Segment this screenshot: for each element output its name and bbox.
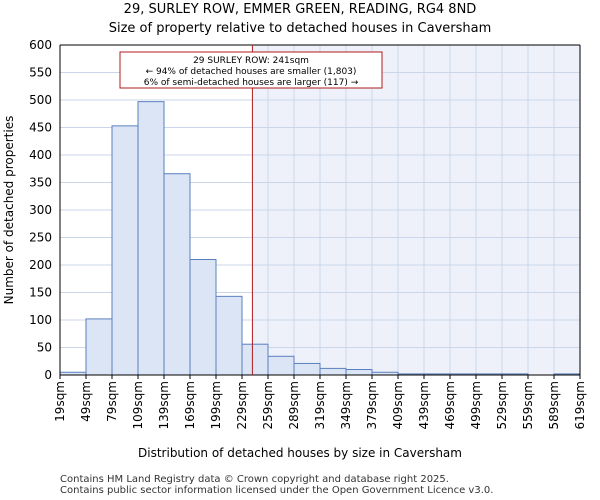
x-tick-label: 469sqm bbox=[443, 381, 457, 429]
annotation-line-1: 29 SURLEY ROW: 241sqm bbox=[193, 56, 309, 66]
footer-line-1: Contains HM Land Registry data © Crown c… bbox=[60, 474, 449, 485]
x-tick-label: 499sqm bbox=[469, 381, 483, 429]
histogram-bar bbox=[319, 367, 347, 376]
y-tick-label: 550 bbox=[29, 66, 52, 80]
histogram-bar bbox=[189, 259, 217, 376]
histogram-bar bbox=[85, 318, 113, 376]
y-tick-label: 150 bbox=[29, 286, 52, 300]
y-tick-label: 300 bbox=[29, 203, 52, 217]
histogram-bar bbox=[267, 355, 295, 376]
x-tick-label: 139sqm bbox=[157, 381, 171, 429]
x-tick-label: 559sqm bbox=[521, 381, 535, 429]
y-tick-label: 450 bbox=[29, 121, 52, 135]
x-tick-label: 79sqm bbox=[105, 381, 119, 422]
y-tick-label: 100 bbox=[29, 313, 52, 327]
x-tick-label: 349sqm bbox=[339, 381, 353, 429]
chart-subtitle: Size of property relative to detached ho… bbox=[109, 21, 492, 36]
histogram-bar bbox=[111, 125, 139, 376]
y-tick-label: 250 bbox=[29, 231, 52, 245]
x-tick-label: 439sqm bbox=[417, 381, 431, 429]
y-tick-label: 400 bbox=[29, 148, 52, 162]
x-tick-label: 19sqm bbox=[53, 381, 67, 422]
x-axis-label: Distribution of detached houses by size … bbox=[138, 446, 462, 460]
histogram-bar bbox=[345, 369, 373, 376]
annotation-box bbox=[119, 51, 383, 89]
histogram-bar bbox=[215, 295, 243, 376]
y-axis-label: Number of detached properties bbox=[2, 116, 16, 305]
x-tick-label: 109sqm bbox=[131, 381, 145, 429]
x-tick-label: 259sqm bbox=[261, 381, 275, 429]
y-tick-label: 500 bbox=[29, 93, 52, 107]
annotation-line-3: 6% of semi-detached houses are larger (1… bbox=[144, 78, 359, 88]
histogram-bar bbox=[163, 173, 191, 376]
histogram-bar bbox=[293, 362, 321, 376]
x-tick-label: 169sqm bbox=[183, 381, 197, 429]
x-tick-label: 199sqm bbox=[209, 381, 223, 429]
y-tick-label: 50 bbox=[37, 341, 52, 355]
y-tick-label: 350 bbox=[29, 176, 52, 190]
x-tick-label: 409sqm bbox=[391, 381, 405, 429]
x-tick-label: 319sqm bbox=[313, 381, 327, 429]
x-tick-label: 619sqm bbox=[573, 381, 587, 429]
x-tick-label: 589sqm bbox=[547, 381, 561, 429]
x-tick-label: 379sqm bbox=[365, 381, 379, 429]
footer-line-2: Contains public sector information licen… bbox=[60, 485, 493, 496]
annotation-line-2: ← 94% of detached houses are smaller (1,… bbox=[146, 67, 357, 77]
chart-title: 29, SURLEY ROW, EMMER GREEN, READING, RG… bbox=[124, 2, 477, 17]
y-tick-label: 600 bbox=[29, 38, 52, 52]
histogram-bar bbox=[137, 101, 165, 376]
x-tick-label: 49sqm bbox=[79, 381, 93, 422]
x-tick-label: 529sqm bbox=[495, 381, 509, 429]
y-tick-label: 0 bbox=[44, 368, 52, 382]
histogram-bar bbox=[241, 343, 269, 376]
y-tick-label: 200 bbox=[29, 258, 52, 272]
plot-area: 0 50 100 150 200 250 300 350 400 450 500 550 600 19sq… bbox=[29, 38, 587, 429]
x-tick-label: 229sqm bbox=[235, 381, 249, 429]
x-tick-label: 289sqm bbox=[287, 381, 301, 429]
